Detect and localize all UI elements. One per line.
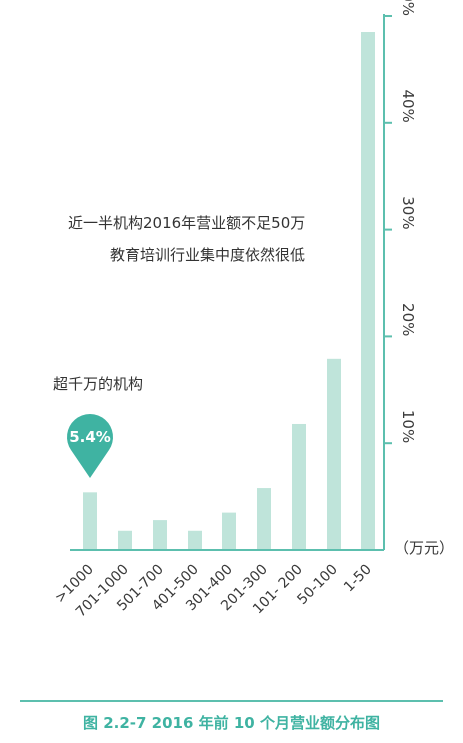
- y-tick-label: 10%: [399, 410, 417, 443]
- bars-group: [83, 32, 375, 550]
- y-tick-label: 50%: [399, 0, 417, 16]
- bar-7: [292, 423, 306, 550]
- bar-2: [118, 530, 132, 550]
- bar-8: [327, 358, 341, 550]
- x-category-label: 1-50: [341, 562, 375, 596]
- bar-9: [361, 32, 375, 550]
- bar-4: [188, 530, 202, 550]
- annotation-line-2: 教育培训行业集中度依然很低: [110, 246, 305, 264]
- y-ticks-group: 10% 20% 30% 40% 50%: [384, 0, 417, 445]
- highlight-value: 5.4%: [69, 428, 111, 446]
- x-labels-group: >1000701-1000501-700401-500301-400201-30…: [52, 562, 375, 621]
- y-tick-label: 20%: [399, 303, 417, 336]
- bar-3: [153, 520, 167, 550]
- map-pin-marker-icon: [67, 414, 114, 478]
- annotation-line-1: 近一半机构2016年营业额不足50万: [68, 214, 305, 232]
- caption-divider: [20, 700, 443, 702]
- highlight-label: 超千万的机构: [53, 375, 143, 393]
- x-unit-label: （万元）: [394, 539, 454, 557]
- bar-5: [222, 512, 236, 550]
- bar-chart: 10% 20% 30% 40% 50% >1000701-1000501-700401-…: [52, 0, 454, 621]
- figure-caption: 图 2.2-7 2016 年前 10 个月营业额分布图: [83, 714, 380, 732]
- y-tick-label: 30%: [399, 196, 417, 229]
- y-tick-label: 40%: [399, 89, 417, 122]
- bar-6: [257, 488, 271, 550]
- bar-1: [83, 492, 97, 550]
